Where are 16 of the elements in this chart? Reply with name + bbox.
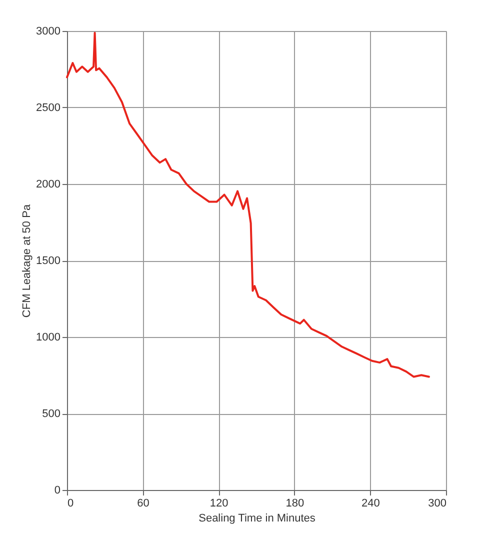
y-tick-label: 2000 <box>36 178 60 190</box>
y-tick-label: 500 <box>42 408 60 420</box>
x-tick-label: 180 <box>286 498 304 510</box>
x-tick-label: 300 <box>428 498 446 510</box>
x-tick-label: 0 <box>68 498 74 510</box>
y-tick-label: 2500 <box>36 102 60 114</box>
x-tick-label: 120 <box>210 498 228 510</box>
x-tick-label: 240 <box>362 498 380 510</box>
y-tick-label: 1000 <box>36 332 60 344</box>
y-tick-label: 1500 <box>36 255 60 267</box>
y-axis-title: CFM Leakage at 50 Pa <box>21 204 34 318</box>
y-tick-label: 0 <box>54 484 60 496</box>
x-tick-label: 60 <box>137 498 150 510</box>
line-series <box>66 32 430 378</box>
x-axis-title: Sealing Time in Minutes <box>198 512 316 524</box>
y-tick-label: 3000 <box>36 26 60 38</box>
